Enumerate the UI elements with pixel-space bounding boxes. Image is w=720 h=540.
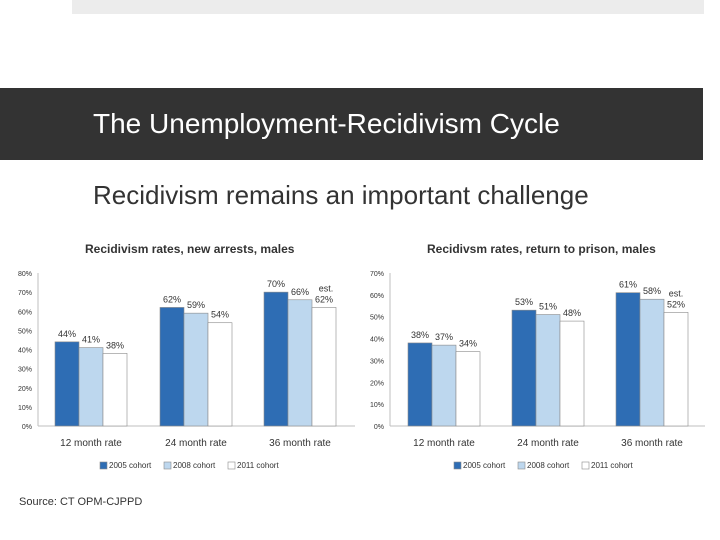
data-label: 51%	[539, 302, 557, 312]
bar	[535, 314, 561, 427]
source-note: Source: CT OPM-CJPPD	[19, 496, 143, 508]
data-label: 53%	[515, 297, 533, 307]
legend-label: 2011 cohort	[237, 461, 279, 470]
y-tick-label: 50%	[18, 328, 32, 335]
data-label: 37%	[435, 332, 453, 342]
bar	[639, 298, 665, 427]
title-banner	[0, 88, 703, 160]
bar	[183, 312, 209, 427]
category-label: 36 month rate	[269, 438, 331, 449]
legend-swatch	[581, 461, 590, 470]
data-label: 54%	[211, 310, 229, 320]
bar	[159, 307, 185, 427]
legend-label: 2005 cohort	[109, 461, 152, 470]
y-tick-label: 50%	[370, 315, 384, 322]
y-tick-label: 10%	[370, 402, 384, 409]
chart-new-arrests: Recidivism rates, new arrests, males 0% 10…	[18, 242, 355, 470]
data-label: 62%	[315, 294, 333, 304]
legend-swatch	[227, 461, 236, 470]
data-label: 61%	[619, 280, 637, 290]
bar	[407, 342, 433, 427]
bar	[455, 351, 481, 427]
y-tick-label: 70%	[370, 271, 384, 278]
category-label: 24 month rate	[165, 438, 227, 449]
data-label: 59%	[187, 300, 205, 310]
bar	[559, 320, 585, 427]
y-tick-label: 70%	[18, 290, 32, 297]
y-tick-label: 60%	[18, 309, 32, 316]
y-tick-label: 0%	[22, 424, 32, 431]
y-tick-label: 60%	[370, 293, 384, 300]
category-label: 36 month rate	[621, 438, 683, 449]
y-tick-label: 30%	[18, 367, 32, 374]
data-label: 41%	[82, 335, 100, 345]
y-tick-label: 20%	[370, 380, 384, 387]
data-label: 38%	[106, 340, 124, 350]
chart-title: Recidivsm rates, return to prison, males	[427, 242, 656, 256]
y-tick-label: 0%	[374, 424, 384, 431]
data-label: 52%	[667, 299, 685, 309]
data-label: 66%	[291, 287, 309, 297]
bar	[311, 307, 337, 427]
y-tick-label: 80%	[18, 271, 32, 278]
legend-label: 2008 cohort	[173, 461, 216, 470]
bar	[511, 309, 537, 427]
bar	[663, 312, 689, 427]
estimate-annotation: est.	[669, 288, 684, 298]
data-label: 62%	[163, 294, 181, 304]
bar	[78, 347, 104, 427]
category-label: 12 month rate	[60, 438, 122, 449]
legend-swatch	[453, 461, 462, 470]
data-label: 70%	[267, 279, 285, 289]
legend-swatch	[99, 461, 108, 470]
bar	[54, 341, 80, 427]
data-label: 34%	[459, 339, 477, 349]
data-label: 58%	[643, 286, 661, 296]
bar	[615, 292, 641, 427]
y-tick-label: 10%	[18, 405, 32, 412]
bar	[287, 299, 313, 427]
y-tick-label: 40%	[18, 348, 32, 355]
y-tick-label: 40%	[370, 337, 384, 344]
y-tick-label: 30%	[370, 358, 384, 365]
data-label: 38%	[411, 330, 429, 340]
category-label: 12 month rate	[413, 438, 475, 449]
legend-swatch	[163, 461, 172, 470]
bar	[263, 291, 289, 427]
legend-swatch	[517, 461, 526, 470]
top-accent-bar	[72, 0, 704, 14]
chart-title: Recidivism rates, new arrests, males	[85, 242, 295, 256]
data-label: 48%	[563, 308, 581, 318]
category-label: 24 month rate	[517, 438, 579, 449]
chart-return-to-prison: Recidivsm rates, return to prison, males…	[370, 242, 705, 470]
legend-label: 2011 cohort	[591, 461, 633, 470]
bar	[431, 344, 457, 427]
estimate-annotation: est.	[319, 283, 334, 293]
y-tick-label: 20%	[18, 386, 32, 393]
legend-label: 2008 cohort	[527, 461, 570, 470]
bar	[102, 353, 128, 427]
slide-subtitle: Recidivism remains an important challeng…	[93, 180, 589, 210]
data-label: 44%	[58, 329, 76, 339]
slide-title: The Unemployment-Recidivism Cycle	[93, 108, 560, 139]
legend-label: 2005 cohort	[463, 461, 506, 470]
bar	[207, 322, 233, 427]
